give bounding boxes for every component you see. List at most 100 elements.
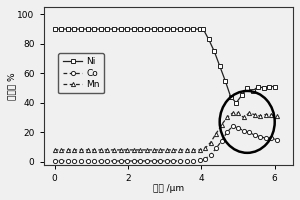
Mn: [185, 149, 188, 151]
Ni: [273, 85, 277, 88]
Ni: [191, 28, 195, 30]
Co: [236, 127, 240, 129]
Ni: [207, 38, 211, 41]
Ni: [198, 28, 202, 30]
Mn: [203, 147, 207, 150]
Mn: [145, 149, 149, 151]
Co: [66, 160, 70, 162]
Co: [258, 135, 262, 138]
Ni: [201, 28, 205, 30]
Ni: [262, 87, 266, 89]
Y-axis label: 原子比 %: 原子比 %: [7, 72, 16, 100]
Mn: [125, 149, 129, 151]
Ni: [112, 28, 116, 30]
Ni: [79, 28, 83, 30]
Mn: [247, 112, 251, 114]
Mn: [53, 149, 56, 151]
Co: [247, 131, 251, 133]
Line: Ni: Ni: [52, 27, 277, 105]
Mn: [269, 113, 273, 116]
Co: [185, 160, 188, 162]
Ni: [73, 28, 76, 30]
Line: Co: Co: [52, 124, 279, 163]
Mn: [191, 149, 195, 151]
Co: [132, 160, 136, 162]
Co: [106, 160, 109, 162]
Ni: [229, 96, 232, 98]
Ni: [234, 102, 238, 104]
Mn: [86, 149, 89, 151]
Co: [214, 147, 218, 150]
Co: [53, 160, 56, 162]
Ni: [92, 28, 96, 30]
Ni: [185, 28, 188, 30]
Ni: [99, 28, 103, 30]
Mn: [79, 149, 83, 151]
Ni: [139, 28, 142, 30]
Ni: [158, 28, 162, 30]
Co: [92, 160, 96, 162]
Co: [152, 160, 155, 162]
Mn: [172, 149, 175, 151]
Mn: [231, 112, 234, 114]
Mn: [220, 124, 223, 126]
Line: Mn: Mn: [52, 111, 279, 152]
Co: [86, 160, 89, 162]
Co: [158, 160, 162, 162]
Legend: Ni, Co, Mn: Ni, Co, Mn: [58, 53, 104, 93]
Co: [145, 160, 149, 162]
Mn: [236, 112, 240, 114]
Mn: [99, 149, 103, 151]
Co: [139, 160, 142, 162]
Co: [209, 154, 212, 156]
Mn: [209, 141, 212, 144]
Co: [73, 160, 76, 162]
Co: [125, 160, 129, 162]
Ni: [224, 79, 227, 82]
Ni: [152, 28, 155, 30]
Mn: [152, 149, 155, 151]
Co: [99, 160, 103, 162]
Mn: [225, 116, 229, 119]
Ni: [165, 28, 169, 30]
Mn: [66, 149, 70, 151]
Ni: [212, 50, 216, 52]
Ni: [267, 85, 271, 88]
Co: [225, 131, 229, 133]
Mn: [73, 149, 76, 151]
Co: [119, 160, 122, 162]
Mn: [253, 113, 256, 116]
Co: [172, 160, 175, 162]
Ni: [251, 90, 254, 92]
Mn: [139, 149, 142, 151]
Ni: [145, 28, 149, 30]
Mn: [178, 149, 182, 151]
Mn: [275, 115, 278, 117]
Ni: [132, 28, 136, 30]
Co: [242, 130, 245, 132]
Ni: [119, 28, 122, 30]
Mn: [242, 116, 245, 119]
Ni: [245, 87, 249, 89]
Mn: [258, 115, 262, 117]
Ni: [59, 28, 63, 30]
Mn: [132, 149, 136, 151]
Ni: [53, 28, 56, 30]
Mn: [165, 149, 169, 151]
Co: [178, 160, 182, 162]
Co: [79, 160, 83, 162]
Mn: [158, 149, 162, 151]
Mn: [214, 132, 218, 135]
Mn: [106, 149, 109, 151]
Co: [191, 160, 195, 162]
X-axis label: 距离 /μm: 距离 /μm: [153, 184, 184, 193]
Ni: [240, 94, 244, 97]
Mn: [59, 149, 63, 151]
Co: [59, 160, 63, 162]
Co: [112, 160, 116, 162]
Co: [165, 160, 169, 162]
Ni: [178, 28, 182, 30]
Ni: [106, 28, 109, 30]
Co: [269, 137, 273, 139]
Ni: [125, 28, 129, 30]
